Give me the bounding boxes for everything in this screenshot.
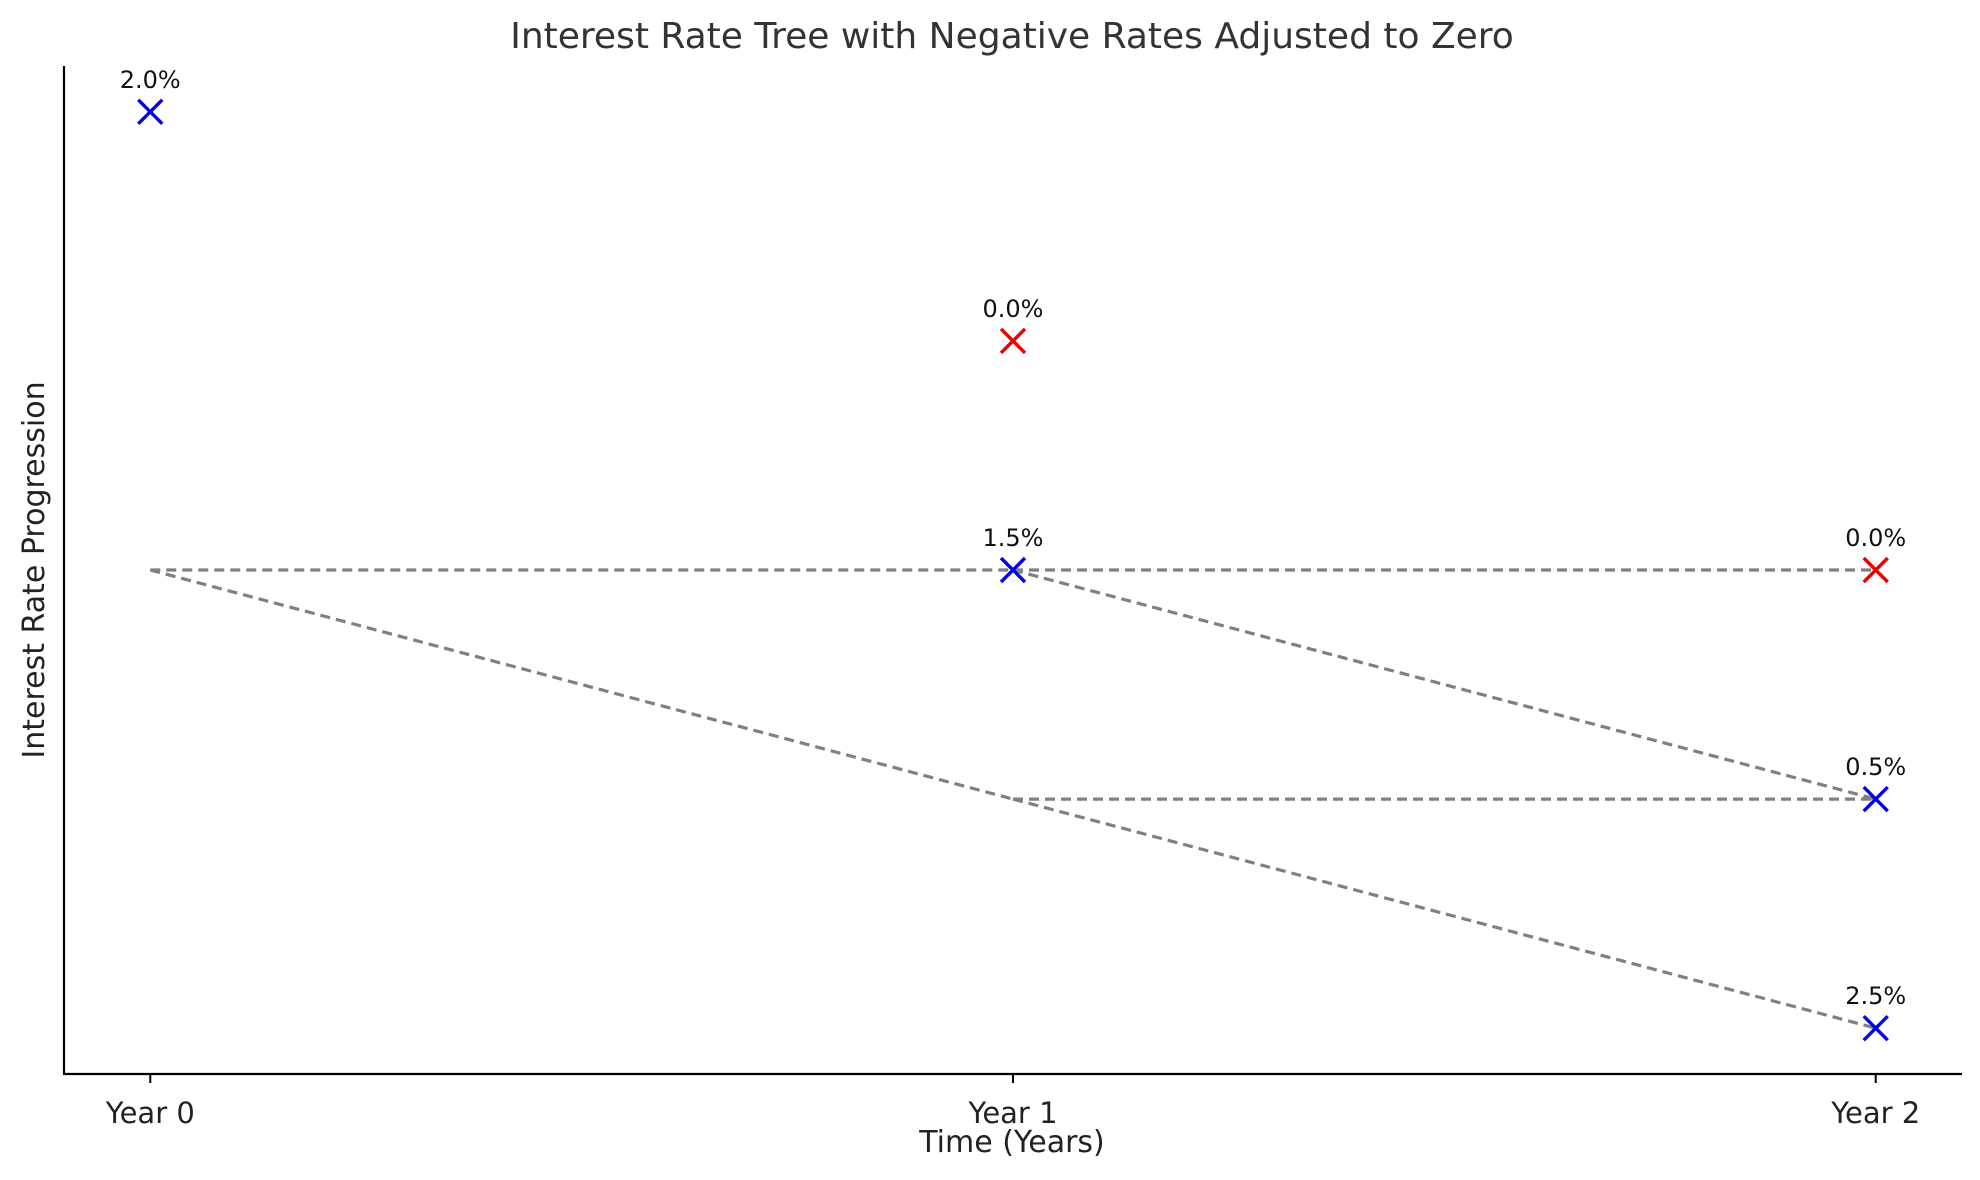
x-tick-label-1: Year 1 — [967, 1096, 1057, 1130]
chart-title: Interest Rate Tree with Negative Rates A… — [510, 16, 1514, 57]
node-label-n1a: 0.0% — [983, 295, 1044, 323]
x-axis-ticks: Year 0 Year 1 Year 2 — [105, 1074, 1920, 1130]
node-label-n2b: 0.5% — [1845, 753, 1906, 781]
node-marker-n2a — [1862, 556, 1889, 584]
tree-edge-5 — [1012, 797, 1877, 1030]
node-marker-n2b — [1862, 785, 1889, 813]
tree-nodes — [137, 98, 1889, 1042]
node-label-n1b: 1.5% — [983, 524, 1044, 552]
x-tick-label-2: Year 2 — [1830, 1096, 1920, 1130]
x-tick-label-0: Year 0 — [105, 1096, 195, 1130]
node-label-n0: 2.0% — [120, 66, 181, 94]
x-axis-label: Time (Years) — [918, 1125, 1105, 1160]
tree-edge-1 — [149, 568, 1014, 801]
y-axis-label: Interest Rate Progression — [17, 381, 52, 758]
node-marker-n1a — [999, 327, 1027, 355]
node-marker-n0 — [137, 98, 164, 126]
node-label-n2a: 0.0% — [1845, 524, 1906, 552]
node-labels: 2.0% 0.0% 1.5% 0.0% 0.5% 2.5% — [120, 66, 1906, 1010]
node-label-n2c: 2.5% — [1845, 982, 1906, 1010]
tree-edges — [149, 568, 1877, 1030]
node-marker-n1b — [999, 556, 1027, 584]
node-marker-n2c — [1862, 1014, 1889, 1042]
tree-edge-3 — [1012, 568, 1877, 801]
